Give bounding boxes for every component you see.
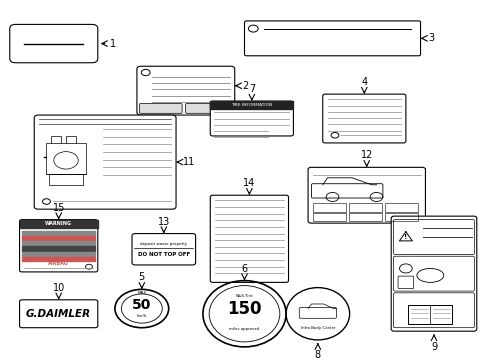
Text: 15: 15 [52, 203, 65, 213]
FancyBboxPatch shape [20, 300, 98, 328]
Text: 11: 11 [183, 157, 195, 167]
FancyBboxPatch shape [185, 104, 228, 113]
Text: km/h: km/h [136, 314, 147, 318]
Bar [407, 305, 451, 324]
Bar [384, 203, 417, 212]
Text: 8: 8 [314, 350, 320, 360]
FancyBboxPatch shape [137, 66, 234, 115]
FancyBboxPatch shape [393, 256, 473, 291]
Bar [348, 213, 382, 221]
FancyBboxPatch shape [322, 94, 405, 143]
Text: miles approved: miles approved [229, 327, 259, 330]
Text: AIRBAG: AIRBAG [48, 261, 69, 266]
Text: 7: 7 [248, 84, 254, 94]
FancyBboxPatch shape [307, 167, 425, 223]
Text: Infra Body Center: Infra Body Center [300, 326, 334, 330]
Bar [210, 101, 293, 109]
Text: 2: 2 [242, 81, 248, 91]
Text: 6: 6 [241, 264, 247, 274]
Bar [20, 220, 98, 228]
FancyBboxPatch shape [390, 216, 476, 331]
Bar [384, 213, 417, 221]
Text: 12: 12 [360, 150, 372, 160]
Bar [22, 236, 95, 240]
Text: G.DAIMLER: G.DAIMLER [26, 309, 91, 319]
Bar [312, 203, 346, 212]
Bar [22, 231, 95, 235]
Bar [49, 174, 83, 185]
FancyBboxPatch shape [393, 220, 473, 255]
Text: 50: 50 [132, 298, 151, 312]
FancyBboxPatch shape [244, 21, 420, 56]
Bar [22, 252, 95, 256]
Text: TIRE INFORMATION: TIRE INFORMATION [231, 103, 272, 107]
Text: 5: 5 [139, 273, 144, 282]
FancyBboxPatch shape [132, 234, 195, 265]
FancyBboxPatch shape [20, 220, 98, 272]
Bar [22, 257, 95, 261]
Text: MAX: MAX [137, 291, 146, 295]
FancyBboxPatch shape [210, 101, 293, 136]
Bar [46, 143, 85, 174]
Text: 1: 1 [110, 39, 116, 49]
Bar [22, 241, 95, 246]
FancyBboxPatch shape [34, 115, 176, 209]
Bar [22, 247, 95, 251]
Text: !: ! [404, 234, 407, 240]
Text: N&S-Tire: N&S-Tire [235, 293, 253, 297]
Text: deposit waste properly: deposit waste properly [140, 242, 187, 246]
Text: 10: 10 [52, 283, 65, 293]
FancyBboxPatch shape [393, 293, 473, 328]
Bar [312, 213, 346, 221]
Text: WARNING: WARNING [45, 221, 72, 226]
FancyBboxPatch shape [210, 195, 288, 282]
Text: 4: 4 [361, 77, 366, 87]
FancyBboxPatch shape [139, 104, 182, 113]
Text: 14: 14 [243, 178, 255, 188]
Bar [348, 203, 382, 212]
Text: 13: 13 [157, 217, 170, 226]
Text: DO NOT TOP OFF: DO NOT TOP OFF [138, 252, 189, 257]
Text: 150: 150 [227, 300, 261, 318]
FancyBboxPatch shape [10, 24, 98, 63]
Text: 3: 3 [427, 33, 433, 43]
Text: 9: 9 [430, 342, 436, 352]
